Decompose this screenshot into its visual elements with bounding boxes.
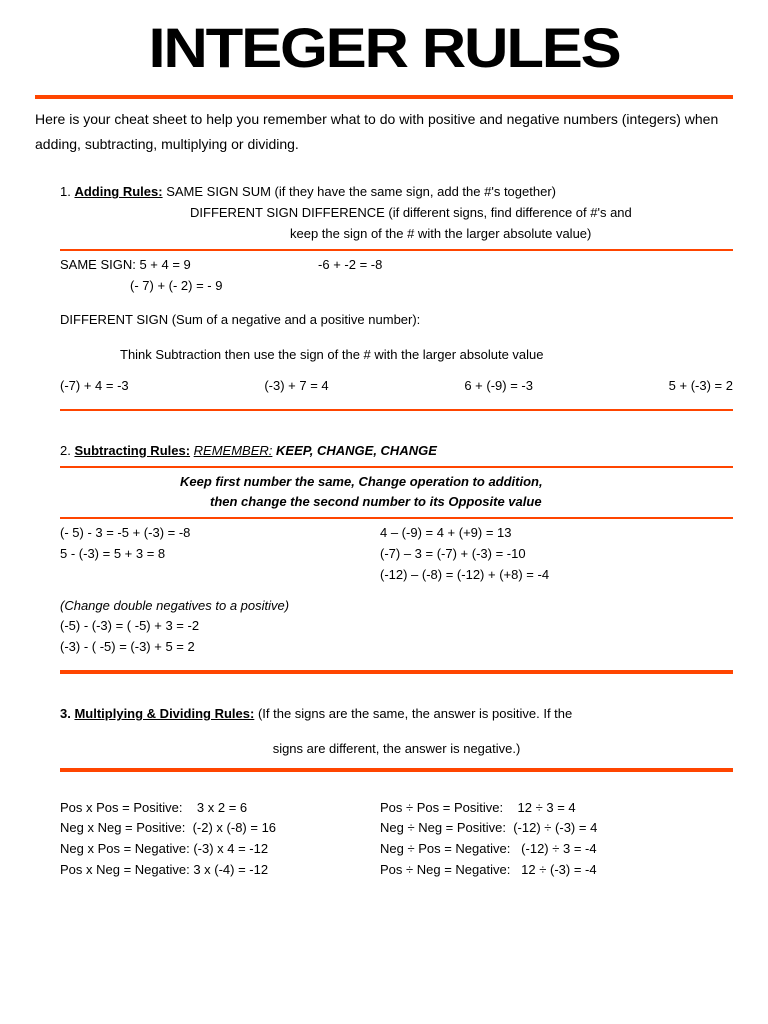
section3-number: 3. (60, 706, 71, 721)
ss-ex3: (- 7) + (- 2) = - 9 (130, 276, 733, 297)
divider-s3-a (60, 768, 733, 772)
same-sign-row1: SAME SIGN: 5 + 4 = 9 -6 + -2 = -8 (60, 255, 733, 276)
s2-row1: (- 5) - 3 = -5 + (-3) = -8 4 – (-9) = 4 … (60, 523, 733, 544)
section2-instr1: Keep first number the same, Change opera… (180, 472, 733, 493)
divider-s2-a (60, 466, 733, 468)
diff-sign-label: DIFFERENT SIGN (Sum of a negative and a … (60, 310, 733, 331)
section-mult-div: 3. Multiplying & Dividing Rules: (If the… (60, 704, 733, 881)
s3-r3a: Neg x Pos = Negative: (-3) x 4 = -12 (60, 839, 380, 860)
diff-sign-note: Think Subtraction then use the sign of t… (120, 345, 733, 366)
s2-e1: (- 5) - 3 = -5 + (-3) = -8 (60, 523, 380, 544)
section3-line2: signs are different, the answer is negat… (60, 739, 733, 760)
ss-ex2: -6 + -2 = -8 (318, 257, 382, 272)
ds-ex1: (-7) + 4 = -3 (60, 376, 129, 397)
section1-header: 1. Adding Rules: SAME SIGN SUM (if they … (60, 182, 733, 203)
divider-s2-b (60, 517, 733, 519)
s3-r1b: Pos ÷ Pos = Positive: 12 ÷ 3 = 4 (380, 798, 576, 819)
section2-header: 2. Subtracting Rules: REMEMBER: KEEP, CH… (60, 441, 733, 462)
section1-line2: DIFFERENT SIGN DIFFERENCE (if different … (190, 203, 733, 224)
divider-top (35, 95, 733, 99)
ds-ex3: 6 + (-9) = -3 (464, 376, 533, 397)
divider-s2-c (60, 670, 733, 674)
s2-row2: 5 - (-3) = 5 + 3 = 8 (-7) – 3 = (-7) + (… (60, 544, 733, 565)
diff-sign-examples: (-7) + 4 = -3 (-3) + 7 = 4 6 + (-9) = -3… (60, 376, 733, 397)
section1-title: Adding Rules: (74, 184, 162, 199)
s3-r2b: Neg ÷ Neg = Positive: (-12) ÷ (-3) = 4 (380, 818, 597, 839)
same-sign-label: SAME SIGN: (60, 257, 139, 272)
divider-s1-a (60, 249, 733, 251)
section2-title: Subtracting Rules: (74, 443, 190, 458)
section2-number: 2. (60, 443, 71, 458)
s3-r3b: Neg ÷ Pos = Negative: (-12) ÷ 3 = -4 (380, 839, 597, 860)
s2-note: (Change double negatives to a positive) (60, 596, 733, 617)
s2-e2: 4 – (-9) = 4 + (+9) = 13 (380, 523, 512, 544)
s3-row1: Pos x Pos = Positive: 3 x 2 = 6 Pos ÷ Po… (60, 798, 733, 819)
section2-kcc: KEEP, CHANGE, CHANGE (276, 443, 437, 458)
section3-title: Multiplying & Dividing Rules: (74, 706, 254, 721)
s2-row3: (-12) – (-8) = (-12) + (+8) = -4 (60, 565, 733, 586)
s3-row2: Neg x Neg = Positive: (-2) x (-8) = 16 N… (60, 818, 733, 839)
section-adding: 1. Adding Rules: SAME SIGN SUM (if they … (60, 182, 733, 410)
document-page: INTEGER RULES Here is your cheat sheet t… (0, 0, 768, 951)
ds-ex2: (-3) + 7 = 4 (264, 376, 328, 397)
ss-ex1: 5 + 4 = 9 (139, 257, 190, 272)
section1-number: 1. (60, 184, 71, 199)
section3-line1: (If the signs are the same, the answer i… (258, 706, 572, 721)
section2-remember: REMEMBER: (194, 443, 273, 458)
s3-row3: Neg x Pos = Negative: (-3) x 4 = -12 Neg… (60, 839, 733, 860)
s2-e7: (-3) - ( -5) = (-3) + 5 = 2 (60, 637, 733, 658)
section2-instr2: then change the second number to its Opp… (210, 492, 733, 513)
section3-header: 3. Multiplying & Dividing Rules: (If the… (60, 704, 733, 725)
page-title: INTEGER RULES (0, 15, 768, 80)
divider-s1-b (60, 409, 733, 411)
s3-r1a: Pos x Pos = Positive: 3 x 2 = 6 (60, 798, 380, 819)
s2-e5: (-12) – (-8) = (-12) + (+8) = -4 (380, 565, 549, 586)
section1-line1: SAME SIGN SUM (if they have the same sig… (166, 184, 556, 199)
ds-ex4: 5 + (-3) = 2 (669, 376, 733, 397)
s2-e6: (-5) - (-3) = ( -5) + 3 = -2 (60, 616, 733, 637)
s3-r4a: Pos x Neg = Negative: 3 x (-4) = -12 (60, 860, 380, 881)
s3-r4b: Pos ÷ Neg = Negative: 12 ÷ (-3) = -4 (380, 860, 597, 881)
s3-row4: Pos x Neg = Negative: 3 x (-4) = -12 Pos… (60, 860, 733, 881)
s2-e4: (-7) – 3 = (-7) + (-3) = -10 (380, 544, 526, 565)
s2-e3: 5 - (-3) = 5 + 3 = 8 (60, 544, 380, 565)
section1-line3: keep the sign of the # with the larger a… (290, 224, 733, 245)
s3-r2a: Neg x Neg = Positive: (-2) x (-8) = 16 (60, 818, 380, 839)
section-subtracting: 2. Subtracting Rules: REMEMBER: KEEP, CH… (60, 441, 733, 674)
intro-text: Here is your cheat sheet to help you rem… (35, 107, 733, 157)
